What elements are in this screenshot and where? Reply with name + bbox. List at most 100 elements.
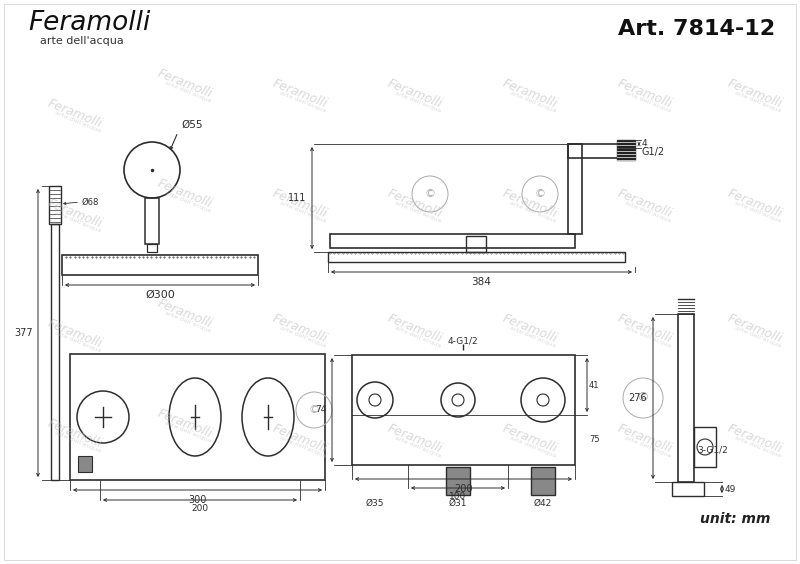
Text: Feramolli: Feramolli xyxy=(156,297,214,331)
Bar xyxy=(568,144,582,234)
Text: 377: 377 xyxy=(14,328,33,338)
Text: Feramolli: Feramolli xyxy=(386,77,444,111)
Text: arte dell'acqua: arte dell'acqua xyxy=(54,330,102,353)
Text: 200: 200 xyxy=(454,484,473,494)
Text: Feramolli: Feramolli xyxy=(616,77,674,111)
Text: ©: © xyxy=(425,189,435,199)
Text: 4: 4 xyxy=(642,139,648,148)
Text: Feramolli: Feramolli xyxy=(270,312,330,346)
Text: Feramolli: Feramolli xyxy=(501,187,559,221)
Bar xyxy=(466,236,486,252)
Text: Feramolli: Feramolli xyxy=(616,187,674,221)
Text: 200: 200 xyxy=(191,504,209,513)
Text: arte dell'acqua: arte dell'acqua xyxy=(394,200,442,223)
Text: arte dell'acqua: arte dell'acqua xyxy=(394,325,442,348)
Text: arte dell'acqua: arte dell'acqua xyxy=(54,110,102,133)
Text: Feramolli: Feramolli xyxy=(501,312,559,346)
Text: arte dell'acqua: arte dell'acqua xyxy=(624,200,672,223)
Bar xyxy=(678,314,694,482)
Text: arte dell'acqua: arte dell'acqua xyxy=(164,310,212,333)
Text: arte dell'acqua: arte dell'acqua xyxy=(509,200,557,223)
Text: Feramolli: Feramolli xyxy=(156,67,214,101)
Bar xyxy=(672,482,704,496)
Text: Feramolli: Feramolli xyxy=(726,422,784,456)
Bar xyxy=(70,354,325,480)
Text: unit: mm: unit: mm xyxy=(699,512,770,526)
Text: arte dell'acqua: arte dell'acqua xyxy=(394,90,442,113)
Text: 75: 75 xyxy=(589,435,600,444)
Text: 74: 74 xyxy=(316,406,327,415)
Text: arte dell'acqua: arte dell'acqua xyxy=(394,435,442,458)
Text: arte dell'acqua: arte dell'acqua xyxy=(734,200,782,223)
Text: arte dell'acqua: arte dell'acqua xyxy=(279,435,327,458)
Text: Feramolli: Feramolli xyxy=(616,312,674,346)
Text: Feramolli: Feramolli xyxy=(501,77,559,111)
Text: arte dell'acqua: arte dell'acqua xyxy=(54,210,102,233)
Text: Feramolli: Feramolli xyxy=(46,317,104,351)
Text: arte dell'acqua: arte dell'acqua xyxy=(509,90,557,113)
Text: 384: 384 xyxy=(471,277,491,287)
Text: 3-G1/2: 3-G1/2 xyxy=(697,446,728,455)
Text: Feramolli: Feramolli xyxy=(386,187,444,221)
Bar xyxy=(330,234,575,248)
Text: ©: © xyxy=(637,391,650,404)
Text: Feramolli: Feramolli xyxy=(270,422,330,456)
Text: arte dell'acqua: arte dell'acqua xyxy=(279,90,327,113)
Bar xyxy=(352,355,575,465)
Text: arte dell'acqua: arte dell'acqua xyxy=(40,36,124,46)
Text: Feramolli: Feramolli xyxy=(270,77,330,111)
Text: arte dell'acqua: arte dell'acqua xyxy=(509,325,557,348)
Text: arte dell'acqua: arte dell'acqua xyxy=(734,325,782,348)
Bar xyxy=(78,456,92,472)
Bar xyxy=(694,427,716,467)
Text: Feramolli: Feramolli xyxy=(46,197,104,231)
Text: arte dell'acqua: arte dell'acqua xyxy=(164,80,212,103)
Bar xyxy=(147,244,157,252)
Text: arte dell'acqua: arte dell'acqua xyxy=(624,90,672,113)
Bar xyxy=(145,198,159,244)
Text: Feramolli: Feramolli xyxy=(501,422,559,456)
Text: 49: 49 xyxy=(725,484,736,494)
Bar xyxy=(568,144,635,158)
Text: Ø55: Ø55 xyxy=(181,120,202,130)
Text: 111: 111 xyxy=(288,193,306,203)
Text: 300: 300 xyxy=(188,495,206,505)
Text: arte dell'acqua: arte dell'acqua xyxy=(734,90,782,113)
Text: 4-G1/2: 4-G1/2 xyxy=(448,337,478,346)
Text: Feramolli: Feramolli xyxy=(726,187,784,221)
Text: Feramolli: Feramolli xyxy=(726,312,784,346)
Text: ©: © xyxy=(534,189,546,199)
Text: arte dell'acqua: arte dell'acqua xyxy=(624,325,672,348)
Text: Feramolli: Feramolli xyxy=(156,177,214,211)
Text: Feramolli: Feramolli xyxy=(46,417,104,451)
Text: Ø300: Ø300 xyxy=(145,290,175,300)
Bar xyxy=(49,186,61,224)
Text: Feramolli: Feramolli xyxy=(616,422,674,456)
Text: 276: 276 xyxy=(628,393,647,403)
Text: Feramolli: Feramolli xyxy=(386,422,444,456)
Bar xyxy=(51,224,59,480)
Text: ©: © xyxy=(309,405,319,415)
Bar xyxy=(62,255,258,275)
Text: Art. 7814-12: Art. 7814-12 xyxy=(618,19,775,39)
Text: 41: 41 xyxy=(589,381,599,390)
Text: Feramolli: Feramolli xyxy=(28,10,150,36)
Text: Feramolli: Feramolli xyxy=(386,312,444,346)
Text: Ø35: Ø35 xyxy=(366,499,384,508)
Text: Ø42: Ø42 xyxy=(534,499,552,508)
Text: arte dell'acqua: arte dell'acqua xyxy=(509,435,557,458)
Text: Feramolli: Feramolli xyxy=(270,187,330,221)
Bar xyxy=(328,252,625,262)
Text: Ø68: Ø68 xyxy=(82,197,99,206)
Text: arte dell'acqua: arte dell'acqua xyxy=(279,200,327,223)
Text: arte dell'acqua: arte dell'acqua xyxy=(164,190,212,213)
Text: 100: 100 xyxy=(450,492,466,501)
Text: arte dell'acqua: arte dell'acqua xyxy=(279,325,327,348)
Text: arte dell'acqua: arte dell'acqua xyxy=(54,430,102,453)
Text: arte dell'acqua: arte dell'acqua xyxy=(164,420,212,443)
Text: Feramolli: Feramolli xyxy=(46,97,104,131)
Text: Feramolli: Feramolli xyxy=(156,407,214,441)
Text: G1/2: G1/2 xyxy=(642,147,665,157)
Text: arte dell'acqua: arte dell'acqua xyxy=(734,435,782,458)
Text: Feramolli: Feramolli xyxy=(726,77,784,111)
